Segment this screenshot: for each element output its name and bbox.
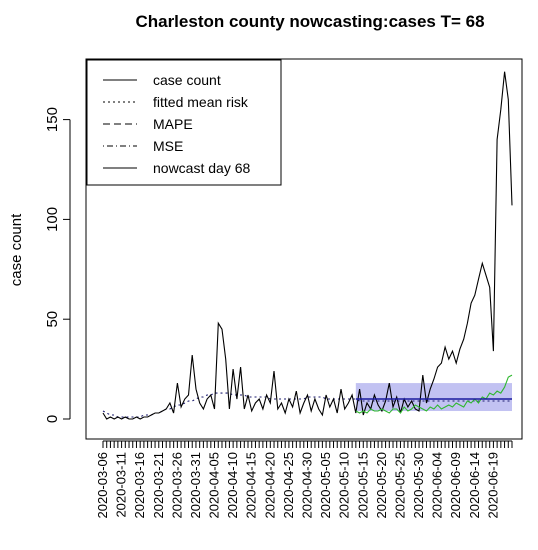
x-tick-label: 2020-06-09 <box>448 452 463 519</box>
x-tick-label: 2020-05-30 <box>411 452 426 519</box>
x-tick-label: 2020-04-20 <box>262 452 277 519</box>
x-tick-label: 2020-05-10 <box>337 452 352 519</box>
legend-label: fitted mean risk <box>153 94 249 110</box>
legend-label: case count <box>153 72 221 88</box>
x-tick-label: 2020-06-04 <box>430 452 445 519</box>
interval-band-layer <box>355 383 512 412</box>
y-axis-label: case count <box>8 213 25 286</box>
y-tick-label: 100 <box>44 207 61 232</box>
y-axis: 0 50 100 150 <box>44 107 71 423</box>
x-tick-label: 2020-04-05 <box>207 452 222 519</box>
x-tick-label: 2020-05-25 <box>392 452 407 519</box>
x-tick-label: 2020-03-21 <box>151 452 166 519</box>
x-tick-label: 2020-04-25 <box>281 452 296 519</box>
x-tick-label: 2020-05-15 <box>355 452 370 519</box>
x-tick-label: 2020-04-30 <box>300 452 315 519</box>
legend-label: nowcast day 68 <box>153 160 250 176</box>
y-tick-label: 0 <box>44 415 61 423</box>
x-tick-label: 2020-05-05 <box>318 452 333 519</box>
series-line-2 <box>102 392 512 418</box>
legend: case count fitted mean risk MAPE MSE nowcast… <box>86 59 282 186</box>
x-tick-label: 2020-03-11 <box>114 452 129 518</box>
chart-title: Charleston county nowcasting:cases T= 68 <box>135 12 484 31</box>
legend-label: MAPE <box>153 116 193 132</box>
nowcast-interval-band <box>355 383 512 412</box>
x-tick-label: 2020-04-15 <box>244 452 259 519</box>
x-tick-label: 2020-05-20 <box>374 452 389 519</box>
x-tick-label: 2020-03-16 <box>132 452 147 519</box>
y-tick-label: 150 <box>44 107 61 132</box>
series-layer <box>102 71 513 420</box>
x-tick-label: 2020-03-26 <box>169 452 184 519</box>
legend-label: MSE <box>153 138 183 154</box>
x-tick-label: 2020-06-19 <box>485 452 500 519</box>
x-tick-label: 2020-03-31 <box>188 452 203 519</box>
series-line-1 <box>102 71 513 420</box>
plot-frame <box>85 58 523 440</box>
x-tick-label: 2020-04-10 <box>225 452 240 519</box>
x-axis: 2020-03-06 2020-03-11 2020-03-16 2020-03-21… <box>95 440 513 519</box>
x-tick-label: 2020-06-14 <box>467 452 482 519</box>
x-tick-label: 2020-03-06 <box>95 452 110 519</box>
legend-box <box>86 59 282 186</box>
y-tick-label: 50 <box>44 311 61 328</box>
